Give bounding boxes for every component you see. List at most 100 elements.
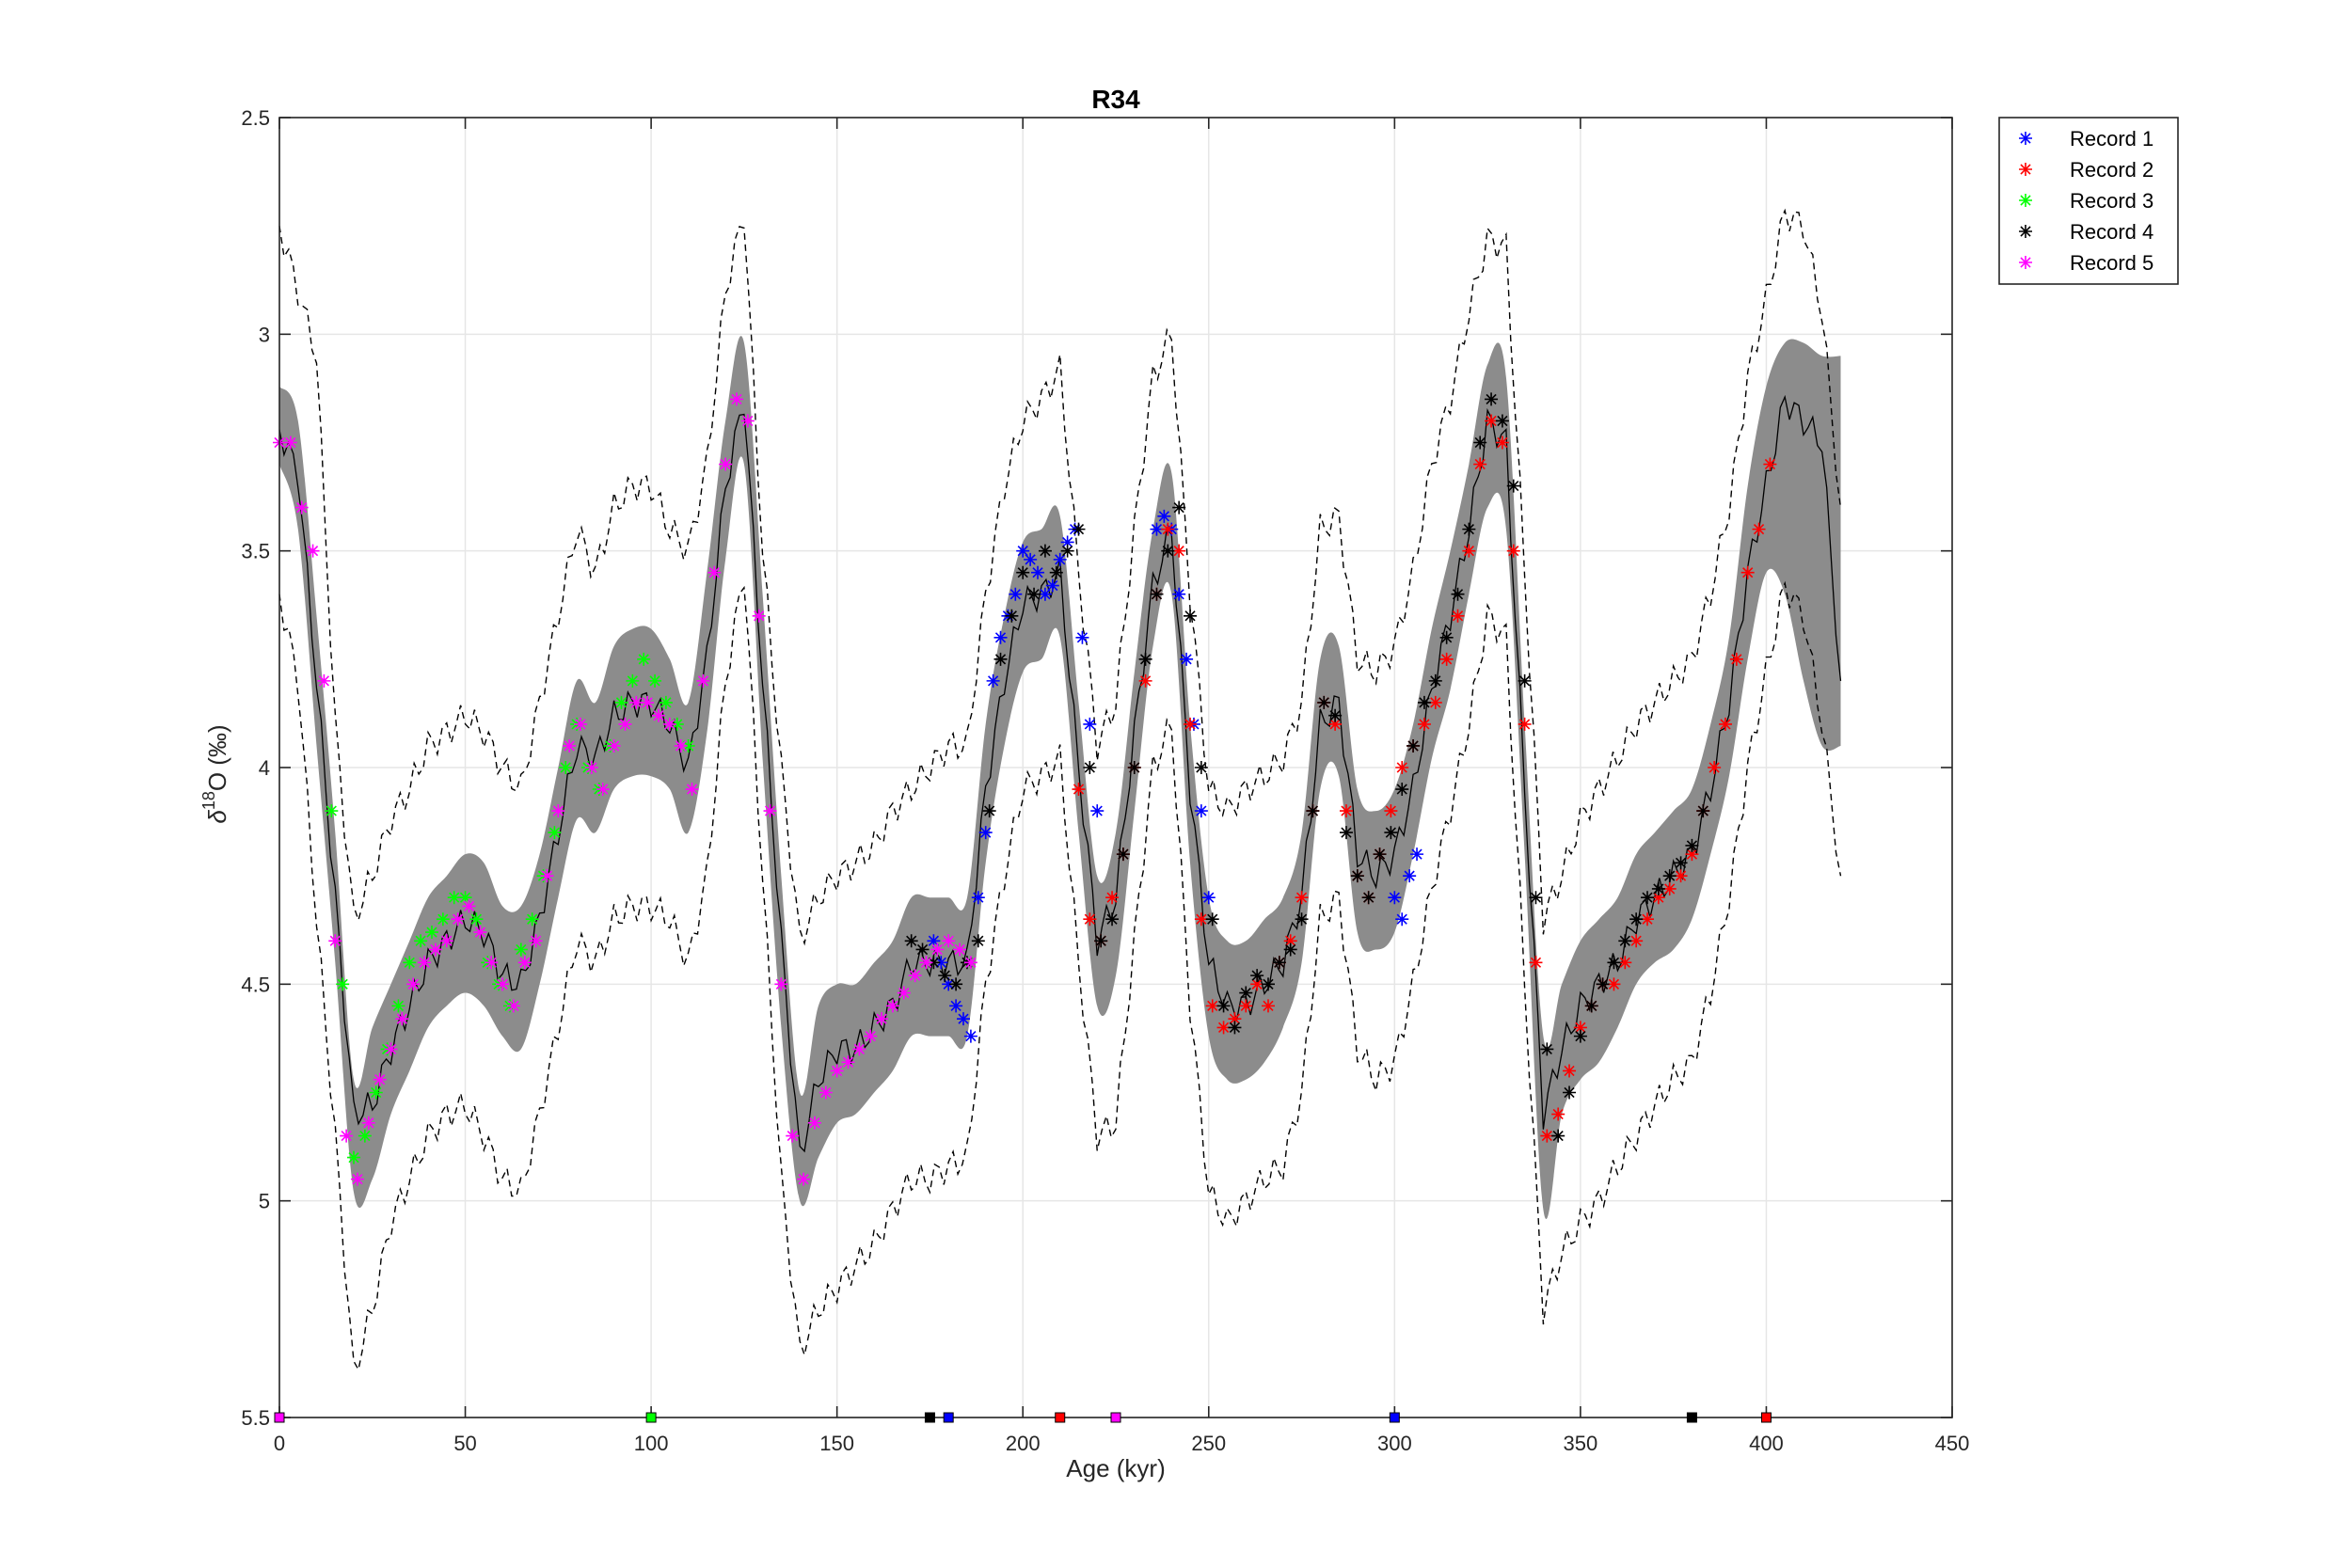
point-record-4 (1651, 881, 1665, 895)
point-record-4 (971, 934, 985, 948)
tiepoint-marker-0 (274, 1412, 285, 1423)
point-record-5 (641, 695, 655, 709)
point-record-5 (864, 1029, 878, 1043)
point-record-1 (1083, 717, 1097, 731)
legend-label-2: Record 2 (2070, 158, 2153, 182)
point-record-4 (1228, 1021, 1242, 1035)
point-record-4 (1049, 565, 1063, 579)
point-record-5 (451, 912, 465, 927)
point-record-4 (1172, 500, 1186, 515)
legend-marker-4 (2019, 225, 2032, 238)
point-record-5 (596, 783, 610, 797)
point-record-4 (1495, 414, 1509, 428)
point-record-1 (927, 934, 941, 948)
point-record-1 (971, 891, 985, 905)
point-record-5 (841, 1055, 855, 1069)
point-record-5 (807, 1116, 821, 1130)
point-record-4 (1395, 783, 1409, 797)
point-record-2 (1641, 912, 1655, 927)
point-record-2 (1563, 1064, 1577, 1078)
x-axis-label: Age (kyr) (1066, 1454, 1165, 1482)
point-record-4 (1618, 934, 1632, 948)
point-record-2 (1395, 761, 1409, 774)
point-record-2 (1708, 761, 1722, 774)
legend: Record 1 Record 2 Record 3 Record 4 Record 5 (1998, 117, 2179, 285)
legend-label-3: Record 3 (2070, 189, 2153, 213)
record-points (273, 392, 1777, 1186)
point-record-2 (1451, 609, 1465, 623)
point-record-5 (875, 1012, 889, 1026)
point-record-1 (1388, 891, 1402, 905)
legend-marker-2 (2019, 163, 2032, 176)
point-record-5 (294, 500, 309, 515)
point-record-4 (1674, 856, 1688, 870)
point-record-1 (963, 1029, 977, 1043)
point-record-5 (953, 942, 967, 957)
point-record-5 (317, 673, 331, 688)
point-record-5 (485, 956, 499, 970)
point-record-5 (618, 717, 632, 731)
point-record-4 (1350, 869, 1364, 883)
legend-marker-1 (2019, 132, 2032, 145)
point-record-2 (1573, 1021, 1587, 1035)
point-record-4 (1306, 804, 1320, 818)
point-record-1 (949, 999, 963, 1013)
point-record-4 (1127, 761, 1141, 774)
point-record-4 (1317, 695, 1331, 709)
point-record-4 (1105, 912, 1120, 927)
point-record-4 (1485, 392, 1499, 406)
point-record-1 (942, 977, 956, 991)
age-tiepoints (274, 1412, 1772, 1423)
point-record-2 (1540, 1129, 1554, 1143)
point-record-2 (1551, 1107, 1565, 1121)
point-record-3 (514, 942, 528, 957)
y-tick-label-6: 5.5 (241, 1406, 270, 1430)
point-record-1 (1172, 587, 1186, 601)
point-record-5 (707, 565, 722, 579)
point-record-3 (637, 652, 651, 666)
point-record-4 (1060, 544, 1074, 558)
x-tick-label-1: 50 (453, 1432, 476, 1455)
y-tick-labels: 2.5 3 3.5 4 4.5 5 5.5 (241, 106, 270, 1430)
legend-marker-3 (2019, 194, 2032, 207)
point-record-2 (1529, 956, 1543, 970)
point-record-4 (1529, 891, 1543, 905)
x-tick-label-8: 400 (1749, 1432, 1784, 1455)
point-record-1 (993, 630, 1008, 644)
point-record-2 (1506, 544, 1520, 558)
point-record-4 (1417, 695, 1431, 709)
point-record-4 (1439, 630, 1454, 644)
point-record-4 (1283, 942, 1297, 957)
point-record-2 (1417, 717, 1431, 731)
point-record-4 (1473, 436, 1487, 450)
point-record-1 (1157, 509, 1171, 523)
x-tick-label-4: 200 (1006, 1432, 1041, 1455)
point-record-5 (428, 942, 442, 957)
y-tick-label-3: 4 (259, 756, 270, 780)
point-record-4 (1573, 1029, 1587, 1043)
legend-label-1: Record 1 (2070, 127, 2153, 150)
point-record-5 (852, 1042, 866, 1056)
point-record-4 (949, 977, 963, 991)
point-record-4 (904, 934, 918, 948)
point-record-1 (1403, 869, 1417, 883)
y-axis-label-rest: O (‰) (203, 724, 231, 791)
point-record-2 (1216, 1021, 1231, 1035)
point-record-5 (919, 956, 933, 970)
point-record-1 (1045, 578, 1059, 593)
point-record-5 (384, 1042, 398, 1056)
point-record-2 (1662, 881, 1677, 895)
point-record-4 (1184, 609, 1198, 623)
point-record-3 (626, 673, 640, 688)
y-tick-label-2: 3.5 (241, 540, 270, 563)
point-record-4 (1027, 587, 1041, 601)
y-tick-label-4: 4.5 (241, 973, 270, 996)
y-axis-label-sup: 18 (199, 791, 218, 810)
point-record-5 (283, 436, 297, 450)
point-record-5 (830, 1064, 844, 1078)
point-record-3 (358, 1129, 372, 1143)
point-record-5 (963, 956, 977, 970)
point-record-4 (1038, 544, 1052, 558)
point-record-4 (1161, 544, 1175, 558)
point-record-4 (982, 804, 996, 818)
